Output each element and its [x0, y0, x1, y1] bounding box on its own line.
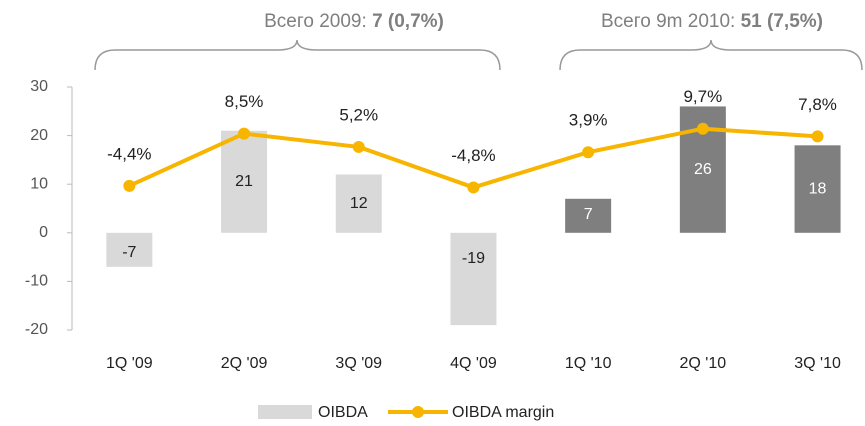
- data-label: 18: [809, 180, 827, 197]
- marker: [811, 130, 824, 143]
- marker: [467, 181, 480, 194]
- bar: [335, 174, 382, 233]
- y-tick-label: 10: [30, 175, 48, 192]
- annotation-text: Всего 2009:: [264, 11, 372, 32]
- x-tick-label: 3Q '10: [794, 355, 841, 372]
- legend-label: OIBDA margin: [452, 404, 554, 421]
- data-label: 26: [694, 161, 712, 178]
- bar: [450, 232, 497, 326]
- annotation-bold: 7 (0,7%): [372, 11, 444, 32]
- data-label: -19: [462, 250, 485, 267]
- x-tick-label: 2Q '09: [221, 355, 268, 372]
- data-label: 12: [350, 195, 368, 212]
- legend-marker: [412, 406, 424, 418]
- marker: [696, 122, 709, 135]
- y-tick-label: 30: [30, 78, 48, 95]
- x-tick-label: 4Q '09: [450, 355, 497, 372]
- annotation-text: Всего 9m 2010:: [601, 11, 741, 32]
- legend-swatch: [258, 405, 312, 419]
- data-label: 3,9%: [569, 111, 608, 130]
- data-label: -4,4%: [107, 144, 151, 163]
- bar: [794, 145, 841, 233]
- bracket: [94, 39, 501, 71]
- data-label: 5,2%: [339, 105, 378, 124]
- data-label: 8,5%: [225, 92, 264, 111]
- y-tick-label: 0: [39, 224, 48, 241]
- y-tick-label: -10: [25, 273, 48, 290]
- marker: [582, 146, 595, 159]
- marker: [238, 127, 251, 140]
- x-tick-label: 1Q '10: [565, 355, 612, 372]
- y-tick-label: -20: [25, 321, 48, 338]
- data-label: 7: [584, 206, 593, 223]
- data-label: -7: [122, 244, 136, 261]
- bar: [221, 130, 268, 233]
- data-label: -4,8%: [451, 146, 495, 165]
- bracket: [559, 39, 863, 71]
- data-label: 7,8%: [798, 95, 837, 114]
- data-label: 21: [235, 173, 253, 190]
- x-tick-label: 1Q '09: [106, 355, 153, 372]
- marker: [352, 140, 365, 153]
- y-tick-label: 20: [30, 127, 48, 144]
- legend-label: OIBDA: [318, 404, 368, 421]
- bar: [565, 198, 612, 233]
- x-tick-label: 3Q '09: [335, 355, 382, 372]
- data-label: 9,7%: [683, 87, 722, 106]
- x-tick-label: 2Q '10: [680, 355, 727, 372]
- annotation-bold: 51 (7,5%): [741, 11, 823, 32]
- bar: [106, 232, 153, 267]
- marker: [123, 179, 136, 192]
- annotation: Всего 2009: 7 (0,7%): [264, 11, 444, 32]
- annotation: Всего 9m 2010: 51 (7,5%): [601, 11, 823, 32]
